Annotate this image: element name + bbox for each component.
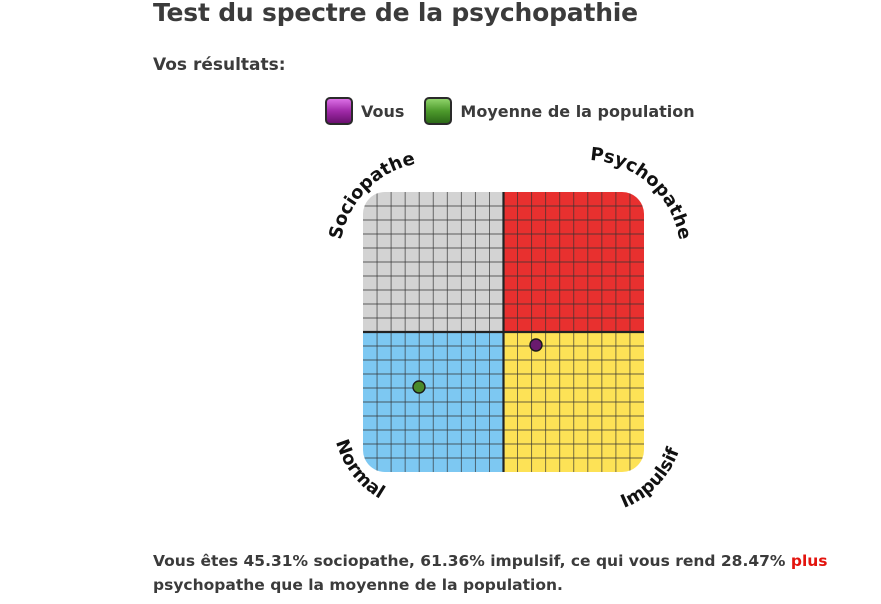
you-swatch-icon (325, 97, 353, 125)
result-text-before: Vous êtes 45.31% sociopathe, 61.36% impu… (153, 552, 791, 570)
legend-item-you: Vous (325, 97, 404, 125)
legend-item-average: Moyenne de la population (424, 97, 695, 125)
average-swatch-icon (424, 97, 453, 125)
legend-average-label: Moyenne de la population (460, 101, 695, 121)
result-text-after: psychopathe que la moyenne de la populat… (153, 576, 563, 594)
legend-you-label: Vous (361, 101, 405, 121)
result-text: Vous êtes 45.31% sociopathe, 61.36% impu… (153, 549, 853, 597)
results-heading: Vos résultats: (153, 55, 286, 75)
psychopathy-quadrant-chart: Sociopathe Psychopathe Normal Impulsif (325, 144, 695, 513)
legend: Vous Moyenne de la population (325, 97, 715, 125)
result-highlight: plus (790, 552, 828, 570)
you-point (529, 338, 543, 352)
page-title: Test du spectre de la psychopathie (153, 0, 638, 27)
average-point (412, 380, 426, 394)
quadrant-grid (363, 192, 644, 472)
